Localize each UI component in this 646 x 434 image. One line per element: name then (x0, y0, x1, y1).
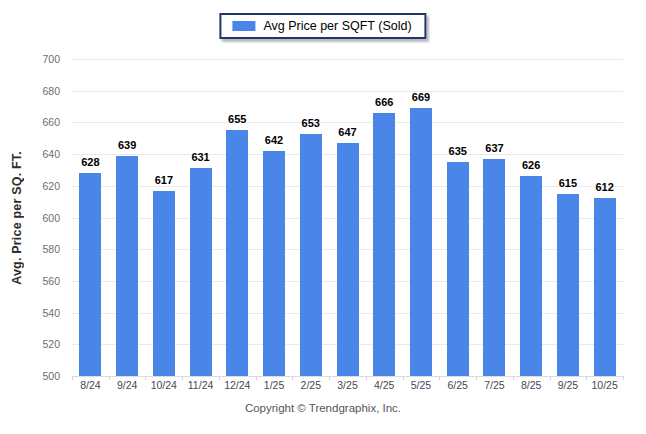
bar (557, 194, 579, 376)
bar-value-label: 635 (449, 145, 467, 157)
bar (263, 151, 285, 376)
bar-value-label: 669 (412, 91, 430, 103)
bar-value-label: 666 (375, 96, 393, 108)
x-tick-label: 8/25 (513, 379, 550, 391)
x-tick-label: 6/25 (439, 379, 476, 391)
x-tick-label: 10/25 (586, 379, 623, 391)
y-tick-label: 600 (42, 212, 60, 224)
y-tick-label: 640 (42, 148, 60, 160)
x-tick-label: 2/25 (292, 379, 329, 391)
bar (373, 113, 395, 376)
x-tick-label: 8/24 (72, 379, 109, 391)
y-tick-label: 580 (42, 243, 60, 255)
bar (116, 156, 138, 376)
bar-cell: 655 (219, 59, 256, 376)
y-tick-label: 520 (42, 338, 60, 350)
bar-value-label: 631 (191, 151, 209, 163)
y-tick-label: 500 (42, 370, 60, 382)
bar-cell: 612 (586, 59, 623, 376)
bar-cell: 615 (550, 59, 587, 376)
bar-cell: 669 (403, 59, 440, 376)
y-tick-label: 700 (42, 53, 60, 65)
bar-cell: 647 (329, 59, 366, 376)
bar-value-label: 615 (559, 177, 577, 189)
bar-cell: 626 (513, 59, 550, 376)
bar (483, 159, 505, 376)
y-tick-label: 540 (42, 307, 60, 319)
bar-cell: 642 (256, 59, 293, 376)
plot-area: 628 639 617 631 655 642 653 647 666 669 635 637 626 6… (72, 59, 623, 376)
x-tick-label: 3/25 (329, 379, 366, 391)
gridline (72, 376, 623, 377)
bar-value-label: 655 (228, 113, 246, 125)
x-tick-label: 9/25 (550, 379, 587, 391)
bar-value-label: 639 (118, 139, 136, 151)
bar (337, 143, 359, 376)
y-tick-label: 660 (42, 116, 60, 128)
bar-cell: 635 (439, 59, 476, 376)
bar-cell: 617 (145, 59, 182, 376)
x-tick-label: 7/25 (476, 379, 513, 391)
bar-value-label: 637 (485, 142, 503, 154)
bar-value-label: 626 (522, 159, 540, 171)
x-tick-label: 12/24 (219, 379, 256, 391)
y-tick-label: 680 (42, 85, 60, 97)
chart-page: Avg Price per SQFT (Sold) Avg. Price per… (0, 0, 646, 434)
bar-cell: 639 (109, 59, 146, 376)
bar-value-label: 653 (302, 117, 320, 129)
y-tick-label: 620 (42, 180, 60, 192)
axis-tick (623, 376, 624, 380)
bar (520, 176, 542, 376)
bar (300, 134, 322, 377)
bar (447, 162, 469, 376)
y-tick-label: 560 (42, 275, 60, 287)
x-tick-label: 4/25 (366, 379, 403, 391)
legend-label: Avg Price per SQFT (Sold) (263, 19, 411, 33)
x-axis: 8/249/2410/2411/2412/241/252/253/254/255… (72, 379, 623, 391)
bar (190, 168, 212, 376)
bar-cell: 628 (72, 59, 109, 376)
bar-cell: 637 (476, 59, 513, 376)
bar-value-label: 617 (155, 174, 173, 186)
bar-cell: 666 (366, 59, 403, 376)
x-tick-label: 11/24 (182, 379, 219, 391)
bar-cell: 653 (292, 59, 329, 376)
chart-legend: Avg Price per SQFT (Sold) (219, 13, 426, 39)
x-tick-label: 9/24 (109, 379, 146, 391)
x-tick-label: 5/25 (403, 379, 440, 391)
bar (79, 173, 101, 376)
bar-value-label: 612 (595, 181, 613, 193)
y-axis: 700680660640620600580560540520500 (0, 59, 66, 376)
legend-swatch-icon (232, 21, 255, 31)
x-tick-label: 1/25 (256, 379, 293, 391)
bar-value-label: 628 (81, 156, 99, 168)
bar-value-label: 647 (338, 126, 356, 138)
bar (226, 130, 248, 376)
bar (594, 198, 616, 376)
bar-value-label: 642 (265, 134, 283, 146)
x-tick-label: 10/24 (145, 379, 182, 391)
bar (153, 191, 175, 376)
bar-cell: 631 (182, 59, 219, 376)
bar (410, 108, 432, 376)
bars-layer: 628 639 617 631 655 642 653 647 666 669 635 637 626 6… (72, 59, 623, 376)
copyright-text: Copyright © Trendgraphix, Inc. (0, 402, 646, 414)
